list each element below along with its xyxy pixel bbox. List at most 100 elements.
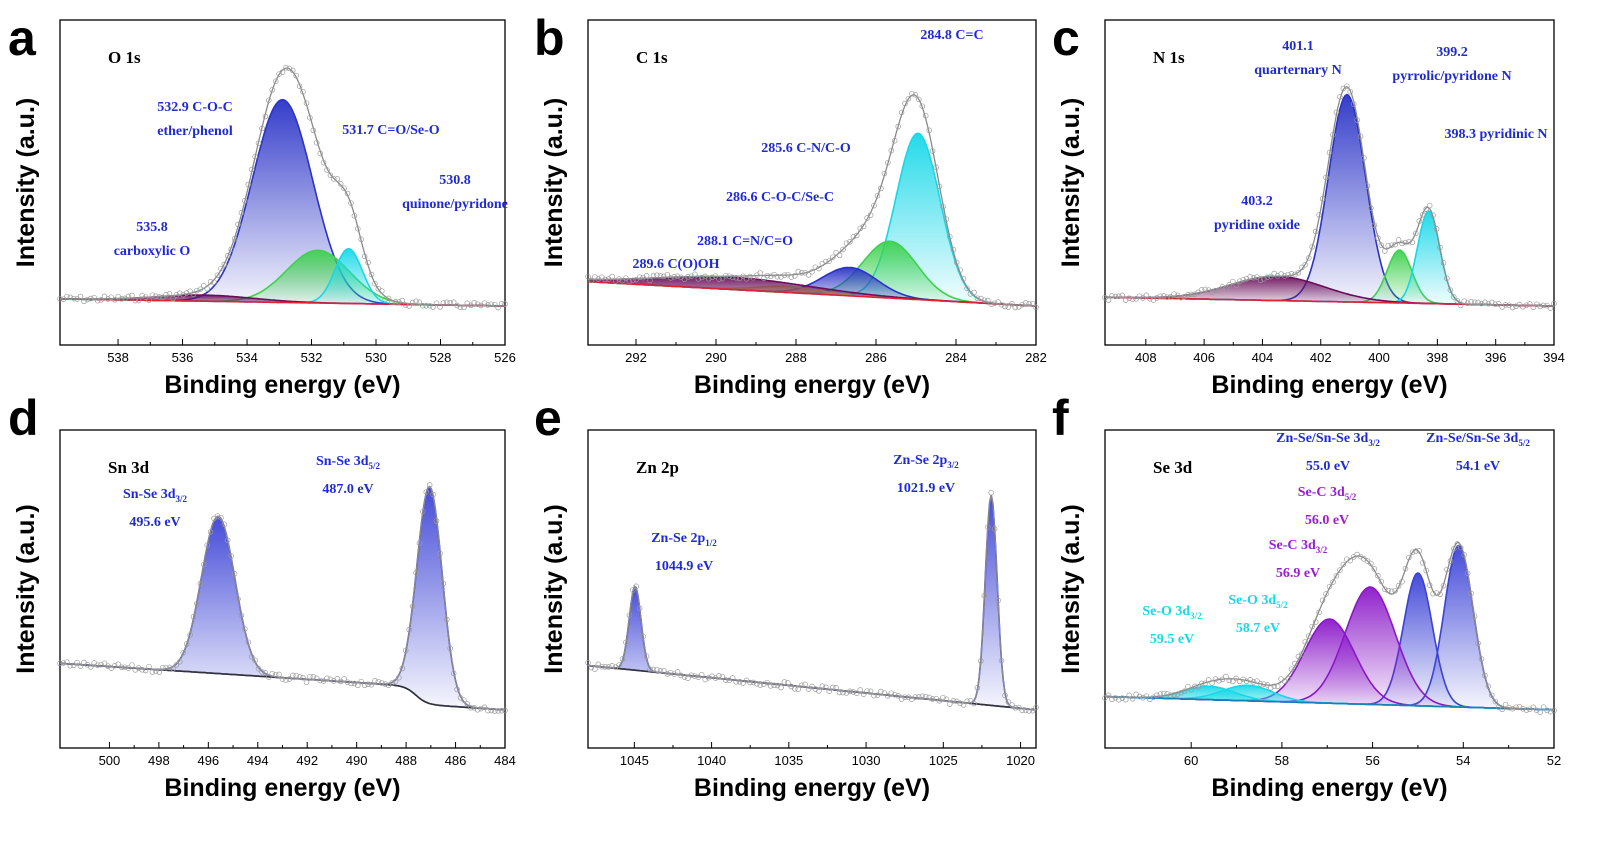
data-point — [843, 690, 850, 696]
data-point — [974, 295, 981, 301]
data-point — [1368, 205, 1374, 211]
data-point — [957, 267, 963, 273]
panel-letter: c — [1052, 10, 1080, 66]
data-point — [778, 274, 784, 280]
data-point — [922, 112, 929, 119]
data-point — [1016, 704, 1022, 711]
data-point — [358, 678, 364, 685]
data-point — [1185, 292, 1191, 298]
data-point — [847, 239, 853, 245]
peak-annotation: Sn-Se 3d5/2 487.0 eV — [316, 454, 381, 497]
data-point — [1278, 676, 1284, 682]
data-point — [413, 298, 419, 305]
data-point — [871, 202, 877, 209]
data-point — [854, 232, 860, 239]
data-point — [1226, 677, 1233, 684]
component-line-1 — [587, 585, 1037, 711]
data-point — [785, 680, 791, 686]
data-point — [1375, 235, 1381, 241]
data-point — [792, 686, 798, 692]
data-point — [231, 571, 238, 577]
data-point — [774, 273, 781, 280]
data-point — [909, 90, 915, 97]
x-tick-label: 406 — [1193, 350, 1215, 365]
data-point — [129, 292, 135, 299]
data-point — [368, 681, 375, 688]
data-point — [279, 676, 286, 682]
data-point — [812, 264, 819, 270]
data-point — [139, 292, 145, 299]
data-point — [857, 687, 863, 693]
data-point — [1330, 131, 1336, 138]
x-tick-label: 532 — [301, 350, 323, 365]
data-point — [1009, 702, 1015, 708]
data-point — [1344, 556, 1350, 562]
data-point — [1375, 573, 1381, 579]
data-point — [936, 698, 943, 704]
peak-annotation: Sn-Se 3d3/2 495.6 eV — [123, 487, 188, 530]
data-point — [361, 253, 368, 260]
data-point — [947, 701, 953, 707]
data-point — [902, 100, 908, 107]
peak-annotation: 286.6 C-O-C/Se-C — [726, 190, 834, 205]
data-point — [1392, 241, 1398, 248]
data-point — [1285, 271, 1291, 278]
data-point — [1254, 274, 1260, 280]
data-point — [922, 693, 929, 700]
data-point — [809, 683, 815, 690]
component-fill-2 — [588, 241, 1036, 306]
data-point — [723, 677, 729, 683]
data-point — [156, 669, 163, 675]
data-point — [1382, 248, 1388, 254]
data-point — [1157, 691, 1164, 697]
data-point — [341, 676, 347, 682]
data-point — [619, 656, 626, 662]
data-point — [406, 627, 412, 633]
data-point — [1233, 675, 1239, 682]
data-point — [447, 299, 453, 306]
data-point — [1178, 690, 1184, 696]
data-point — [379, 680, 385, 686]
data-point — [488, 301, 495, 307]
data-point — [1160, 293, 1167, 299]
background-line — [587, 280, 1037, 307]
peak-annotation: 284.8 C=C — [920, 28, 983, 43]
data-point — [1274, 683, 1281, 690]
data-point — [1326, 583, 1333, 590]
data-point — [259, 125, 265, 132]
data-point — [426, 482, 433, 488]
data-point — [468, 302, 474, 309]
data-point — [1420, 211, 1426, 218]
data-point — [1316, 609, 1322, 616]
data-point — [1478, 656, 1485, 662]
data-point — [1029, 707, 1036, 714]
data-point — [964, 698, 970, 705]
data-point — [1205, 677, 1212, 683]
data-point — [1122, 696, 1129, 703]
raw-data-points — [585, 90, 1039, 311]
data-point — [823, 258, 829, 265]
peak-annotation: Se-C 3d5/2 56.0 eV — [1298, 485, 1357, 528]
data-point — [317, 677, 323, 684]
data-point — [1319, 597, 1326, 604]
data-point — [488, 707, 495, 714]
data-point — [290, 672, 296, 679]
data-point — [616, 662, 622, 668]
data-point — [1306, 255, 1312, 261]
data-point — [74, 659, 80, 666]
data-point — [1167, 294, 1174, 300]
data-point — [444, 299, 450, 306]
data-point — [112, 663, 118, 669]
data-point — [640, 274, 646, 281]
x-tick-label: 396 — [1485, 350, 1507, 365]
x-tick-label: 496 — [197, 753, 219, 768]
data-point — [1133, 296, 1139, 302]
data-point — [1019, 301, 1025, 308]
x-tick-label: 486 — [445, 753, 467, 768]
data-point — [585, 273, 591, 280]
component-fill-2 — [60, 486, 505, 710]
data-point — [705, 674, 712, 681]
peak-annotation: Se-O 3d5/2 58.7 eV — [1228, 593, 1288, 636]
data-point — [214, 272, 221, 279]
data-point — [67, 294, 74, 301]
